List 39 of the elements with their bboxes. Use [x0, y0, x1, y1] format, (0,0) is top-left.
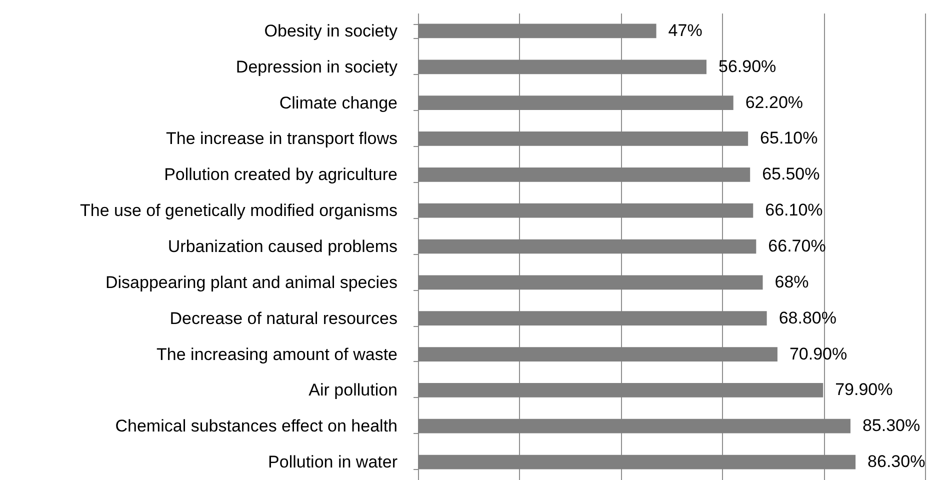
- bar: [418, 311, 767, 326]
- y-tick-label: Depression in society: [236, 57, 398, 76]
- y-tick-label: The use of genetically modified organisms: [80, 201, 398, 220]
- data-label: 62.20%: [745, 92, 804, 112]
- data-label: 66.10%: [765, 200, 823, 220]
- y-tick-label: Pollution in water: [268, 452, 398, 472]
- data-label: 68.80%: [778, 308, 836, 328]
- bar: [418, 454, 856, 470]
- bar: [418, 60, 706, 74]
- data-label: 65.50%: [762, 164, 820, 184]
- data-label: 47%: [668, 20, 702, 40]
- y-tick-label: The increase in transport flows: [166, 129, 398, 148]
- data-label: 66.70%: [768, 236, 826, 256]
- data-label: 68%: [774, 272, 809, 292]
- y-tick-label: Disappearing plant and animal species: [105, 272, 398, 292]
- y-tick-label: Air pollution: [308, 380, 398, 400]
- y-tick-label: Chemical substances effect on health: [115, 416, 398, 436]
- y-tick-label: Urbanization caused problems: [168, 237, 398, 256]
- bar: [418, 132, 748, 146]
- data-label: 65.10%: [760, 128, 818, 148]
- data-label: 86.30%: [868, 452, 926, 472]
- y-tick-label: Obesity in society: [264, 21, 398, 40]
- bar: [418, 418, 850, 434]
- bar: [418, 275, 763, 290]
- bar: [418, 239, 756, 254]
- bar: [418, 96, 734, 110]
- y-tick-label: Climate change: [279, 93, 398, 112]
- bar: [418, 383, 824, 398]
- y-tick-label: Decrease of natural resources: [170, 308, 398, 328]
- data-label: 56.90%: [718, 56, 776, 76]
- y-tick-label: Pollution created by agriculture: [164, 165, 398, 184]
- data-label: 79.90%: [835, 380, 893, 400]
- data-label: 70.90%: [789, 344, 848, 364]
- data-label: 85.30%: [862, 416, 920, 436]
- bar: [418, 347, 778, 362]
- bar: [418, 24, 656, 38]
- y-tick-label: The increasing amount of waste: [156, 344, 398, 364]
- bar: [418, 167, 750, 182]
- bar: [418, 203, 754, 218]
